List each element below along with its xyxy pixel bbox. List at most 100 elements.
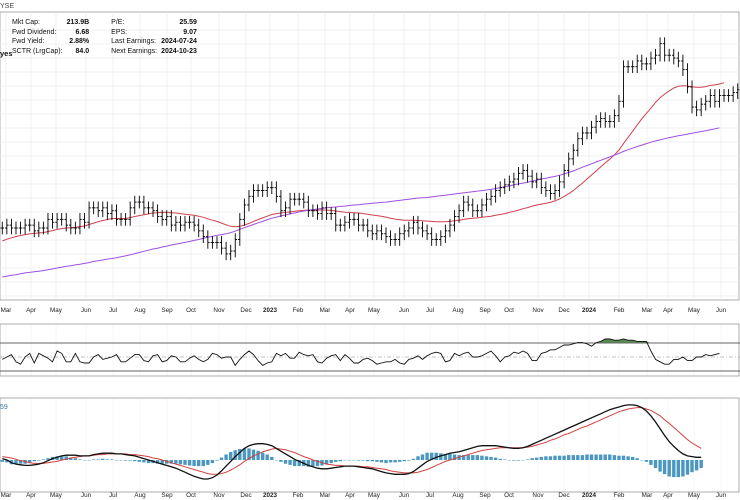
macd-histogram-bar (484, 456, 489, 460)
macd-histogram-bar (361, 460, 365, 461)
macd-histogram-bar (525, 459, 530, 460)
macd-histogram-bar (535, 457, 539, 460)
macd-histogram-bar (498, 458, 502, 460)
macd-histogram-bar (229, 452, 233, 460)
ohlc-bar (644, 57, 649, 71)
macd-histogram-bar (18, 460, 23, 464)
ohlc-bar (420, 221, 425, 238)
ohlc-bar (27, 218, 32, 232)
ohlc-bar (384, 227, 388, 243)
price-bars (0, 37, 740, 261)
ohlc-bar (142, 195, 146, 215)
x-tick-label: Mar (1, 492, 12, 499)
ohlc-bar (726, 89, 731, 102)
ohlc-bar (434, 233, 439, 246)
ohlc-bar (279, 189, 283, 218)
macd-histogram-bar (530, 458, 534, 460)
x-tick-label: May (688, 307, 701, 314)
x-tick-label: Apr (345, 307, 355, 314)
ohlc-bar (206, 230, 210, 249)
ohlc-bar (466, 195, 471, 212)
x-tick-label: Jun (716, 492, 727, 499)
ohlc-bar (32, 218, 37, 238)
ohlc-bar (174, 215, 178, 232)
x-tick-label: Apr (26, 307, 36, 314)
x-tick-label: Dec (558, 492, 569, 499)
macd-histogram-bar (430, 452, 434, 460)
x-tick-label: Nov (213, 307, 225, 314)
ohlc-bar (393, 233, 397, 246)
macd-histogram-bar (78, 459, 82, 460)
ohlc-bar (516, 166, 521, 186)
macd-histogram-bar (28, 460, 32, 463)
ohlc-bar (23, 218, 27, 235)
ohlc-bar (5, 218, 9, 235)
ohlc-bar (59, 213, 64, 226)
stat-value: 2.88% (69, 38, 90, 45)
macd-histogram-bar (155, 460, 160, 464)
ohlc-bar (224, 241, 228, 261)
macd-histogram-bar (480, 455, 484, 460)
ohlc-bar (589, 120, 594, 140)
macd-histogram-bar (142, 460, 146, 463)
x-tick-label: Mar (320, 492, 331, 499)
macd-histogram-bar (434, 452, 438, 460)
ohlc-bar (292, 192, 297, 206)
symbol-fragment-label: yes (0, 49, 13, 58)
macd-histogram-bar (219, 457, 224, 460)
stat-row: Mkt Cap: 213.9B P/E: 25.59 (10, 18, 199, 28)
ohlc-bar (320, 201, 324, 220)
x-tick-label: Jun (399, 307, 410, 314)
macd-histogram-bar (370, 460, 374, 462)
macd-histogram-bar (315, 460, 320, 467)
macd-histogram-bar (662, 460, 667, 475)
ohlc-bar (137, 195, 142, 209)
ohlc-bar (457, 204, 461, 223)
x-tick-label: Jun (716, 307, 727, 314)
macd-histogram-bar (0, 460, 5, 462)
ohlc-bar (196, 218, 201, 238)
ohlc-bar (580, 126, 585, 146)
ohlc-bar (553, 184, 557, 200)
macd-histogram-bar (60, 456, 64, 460)
ohlc-bar (110, 204, 114, 220)
macd-axis-label: 59 (0, 404, 8, 411)
stat-label: Fwd Dividend: (12, 28, 57, 36)
stat-value: 84.0 (75, 47, 90, 55)
macd-histogram-bar (306, 460, 310, 467)
ohlc-bar (18, 221, 23, 235)
macd-histogram-bar (41, 459, 46, 460)
ohlc-bar (155, 204, 160, 223)
x-tick-label: 2024 (582, 492, 597, 499)
grid (0, 11, 740, 492)
ohlc-bar (439, 230, 443, 246)
x-tick-label: Oct (504, 307, 514, 314)
ohlc-bar (461, 195, 466, 218)
ohlc-bar (87, 201, 91, 229)
macd-histogram-bar (46, 458, 50, 460)
ohlc-bar (183, 215, 187, 232)
stat-label: Fwd Yield: (12, 38, 45, 45)
macd-histogram-bar (626, 456, 630, 460)
ohlc-bar (347, 213, 352, 229)
ohlc-bar (164, 210, 169, 226)
ohlc-bar (507, 175, 512, 192)
ohlc-bar (429, 227, 434, 246)
ohlc-bar (388, 230, 393, 246)
ohlc-bar (169, 210, 174, 232)
ohlc-bar (210, 236, 215, 249)
macd-histogram-bar (571, 455, 575, 460)
macd-histogram-bar (210, 460, 215, 464)
ohlc-bar (187, 215, 192, 229)
ohlc-bar (100, 201, 105, 218)
macd-histogram-bar (192, 460, 196, 467)
macd-histogram-bar (64, 456, 68, 460)
ohlc-bar (635, 54, 640, 74)
ohlc-bar (352, 213, 356, 226)
exchange-label: YSE (0, 3, 15, 10)
macd-histogram-bar (146, 460, 151, 464)
ohlc-bar (562, 164, 566, 189)
macd-histogram-bar (256, 450, 260, 460)
x-axis-labels: Mar Mar Apr Apr May May Jun Jun Jul Jul Aug Aug Sep S… (1, 307, 727, 499)
stat-label: Mkt Cap: (12, 19, 41, 26)
